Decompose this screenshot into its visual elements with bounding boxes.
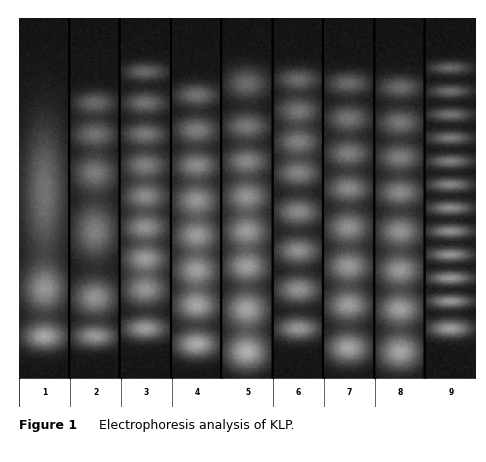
Text: 2: 2 [93,389,98,397]
Bar [426,379,475,407]
Text: Figure 1: Figure 1 [19,419,78,432]
Text: 7: 7 [347,389,352,397]
Text: Electrophoresis analysis of KLP.: Electrophoresis analysis of KLP. [95,419,294,432]
Bar [71,379,120,407]
Text: 3: 3 [144,389,149,397]
Text: 1: 1 [42,389,48,397]
Text: 6: 6 [296,389,301,397]
Bar [173,379,222,407]
Text: 9: 9 [448,389,453,397]
Bar [325,379,374,407]
Text: 5: 5 [245,389,250,397]
Bar [20,379,69,407]
Text: 8: 8 [398,389,403,397]
Bar [122,379,171,407]
Text: 4: 4 [194,389,200,397]
Bar [274,379,323,407]
Bar [376,379,425,407]
Bar [224,379,272,407]
